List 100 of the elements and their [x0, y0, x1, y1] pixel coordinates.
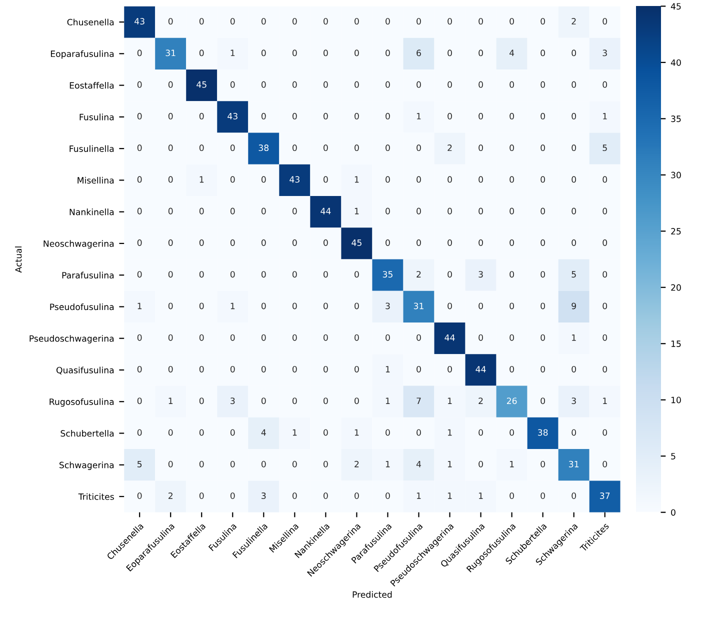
data-label: 0 — [602, 81, 608, 88]
data-label: 0 — [230, 144, 235, 152]
y-tick-label: Rugosofusulina — [50, 398, 114, 407]
color-bar-label: 30 — [671, 172, 681, 178]
data-label: 0 — [416, 144, 421, 152]
data-label: 0 — [292, 50, 297, 56]
data-label: 0 — [137, 208, 142, 214]
data-label: 0 — [386, 18, 390, 25]
y-tick-label: Schwagerina — [60, 462, 114, 470]
data-label: 0 — [261, 18, 266, 25]
data-label: 0 — [540, 460, 545, 468]
data-label: 0 — [168, 144, 173, 152]
data-label: 0 — [354, 334, 359, 341]
data-label: 0 — [168, 366, 173, 372]
data-label: 1 — [448, 398, 452, 404]
y-tick-label: Chusenella — [67, 18, 114, 26]
data-label: 0 — [292, 18, 297, 25]
data-label: 0 — [324, 366, 328, 372]
data-label: 1 — [292, 429, 297, 436]
data-label: 0 — [448, 208, 452, 214]
data-label: 0 — [416, 208, 421, 214]
data-label: 1 — [603, 398, 607, 404]
data-label: 0 — [137, 429, 142, 436]
data-label: 0 — [199, 271, 204, 278]
y-tick-label: Eoparafusulina — [50, 50, 114, 59]
data-label: 44 — [444, 334, 455, 341]
data-label: 0 — [540, 112, 545, 120]
data-label: 0 — [354, 81, 359, 88]
data-label: 0 — [261, 176, 266, 183]
y-tick-label: Quasifusulina — [56, 366, 114, 374]
data-label: 0 — [540, 366, 545, 372]
data-label: 0 — [261, 398, 266, 404]
y-tick-label: Parafusulina — [62, 272, 114, 278]
data-label: 0 — [324, 112, 328, 120]
data-label: 5 — [138, 460, 142, 468]
data-label: 0 — [292, 398, 297, 404]
color-bar-label: 45 — [670, 3, 681, 10]
data-label: 0 — [478, 18, 483, 25]
data-label: 0 — [448, 239, 452, 246]
data-label: 0 — [478, 50, 483, 56]
data-label: 4 — [416, 460, 422, 468]
data-label: 5 — [572, 271, 576, 278]
data-label: 0 — [261, 239, 266, 246]
data-label: 3 — [478, 271, 483, 278]
data-label: 0 — [416, 429, 421, 436]
data-label: 0 — [416, 18, 421, 25]
data-label: 0 — [354, 302, 359, 310]
data-label: 0 — [354, 492, 359, 500]
y-tick-label: Pseudofusulina — [50, 303, 114, 310]
data-label: 0 — [261, 366, 266, 372]
data-label: 0 — [602, 176, 608, 183]
data-label: 1 — [386, 460, 390, 468]
data-label: 0 — [137, 271, 142, 278]
data-label: 0 — [324, 239, 328, 246]
data-label: 0 — [448, 302, 452, 310]
data-label: 0 — [199, 18, 204, 25]
data-label: 1 — [354, 176, 359, 183]
data-label: 38 — [538, 429, 548, 436]
data-label: 0 — [510, 112, 514, 120]
data-label: 0 — [540, 492, 545, 500]
data-label: 0 — [540, 239, 545, 246]
data-label: 35 — [382, 271, 392, 278]
data-label: 2 — [416, 271, 421, 278]
data-label: 0 — [261, 112, 266, 120]
data-label: 0 — [292, 334, 297, 341]
data-label: 0 — [448, 81, 452, 88]
data-label: 0 — [168, 112, 173, 120]
data-label: 0 — [324, 176, 328, 183]
data-label: 0 — [199, 334, 204, 341]
data-label: 1 — [230, 50, 235, 56]
data-label: 0 — [478, 302, 483, 310]
data-label: 0 — [199, 50, 204, 56]
data-label: 2 — [354, 460, 359, 468]
data-label: 5 — [602, 144, 607, 152]
y-tick-label: Neoschwagerina — [44, 240, 114, 249]
data-label: 1 — [448, 460, 452, 468]
data-label: 2 — [448, 144, 452, 151]
data-label: 2 — [478, 398, 483, 404]
data-label: 0 — [324, 460, 328, 468]
data-label: 0 — [386, 144, 390, 152]
data-label: 1 — [416, 113, 421, 120]
x-axis-title: Predicted — [352, 591, 392, 598]
data-label: 0 — [386, 429, 390, 436]
data-label: 0 — [261, 81, 266, 88]
data-label: 0 — [416, 176, 421, 183]
data-label: 0 — [572, 144, 576, 152]
y-axis-title: Actual — [15, 246, 22, 273]
data-label: 0 — [324, 50, 328, 56]
data-label: 0 — [540, 334, 545, 341]
data-label: 0 — [478, 208, 483, 214]
data-label: 0 — [386, 50, 390, 56]
data-label: 0 — [261, 334, 266, 341]
data-label: 0 — [168, 208, 173, 214]
data-label: 0 — [572, 112, 576, 120]
data-label: 0 — [540, 50, 545, 56]
data-label: 0 — [261, 50, 266, 56]
data-label: 0 — [324, 302, 328, 310]
data-label: 0 — [572, 176, 576, 183]
data-label: 0 — [448, 366, 452, 372]
data-label: 0 — [354, 271, 359, 278]
